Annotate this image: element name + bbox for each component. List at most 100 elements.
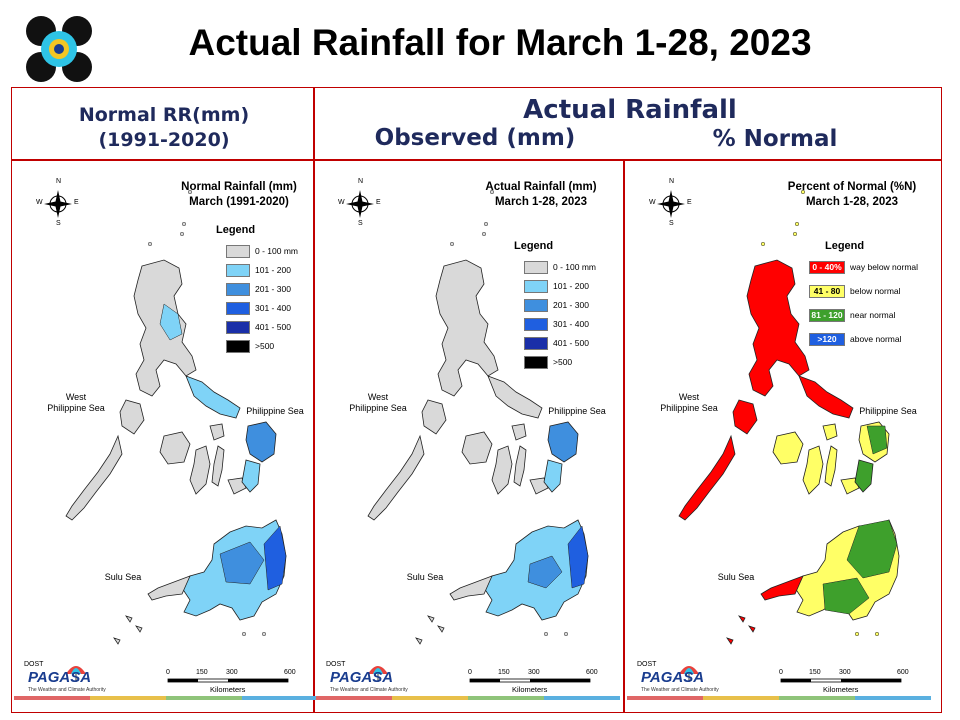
legend-item: 0 - 100 mm [524,260,596,274]
legend-label: 301 - 400 [255,303,291,313]
islet [241,631,247,637]
island-bicol [185,375,241,419]
scale-tick-label: 0 [468,669,472,676]
scale-tick-label: 300 [226,669,238,676]
legend-swatch [226,339,250,353]
map-title-line2: March (1991-2020) [189,196,289,208]
page-title: Actual Rainfall for March 1-28, 2023 [188,22,812,63]
island-cebu [513,445,527,487]
island-mindoro [421,399,447,435]
legend-swatch [226,244,250,258]
dost-label: DOST [24,661,44,668]
legend-item: 401 - 500 [226,320,291,334]
scale-tick-label: 300 [528,669,540,676]
legend-item: >120 above normal [809,332,902,346]
sea-label-sulu: Sulu Sea [406,572,444,582]
island-masbate [511,423,527,441]
column-divider-2 [623,159,625,713]
pagasa-logo [24,14,94,84]
islet [792,231,798,237]
samar-region [866,425,888,455]
scale-tick-label: 150 [809,669,821,676]
island-mindoro [732,399,758,435]
legend-swatch: 81 - 120 [809,308,845,322]
island-leyte [241,459,261,493]
islet [854,631,860,637]
island-sulu [726,615,756,645]
island-panay [159,431,191,465]
scale-tick-label: 0 [779,669,783,676]
island-bohol [529,477,549,495]
pagasa-wordmark: PAGASA [641,669,705,686]
islet [181,221,187,227]
sea-label-west-line2: Philippine Sea [660,403,718,413]
actual-header: Actual Rainfall [523,95,737,125]
sea-label-west: West Philippine Sea [36,392,116,414]
islet [794,221,800,227]
legend-label: 0 - 100 mm [553,262,596,272]
legend-item: 0 - 40% way below normal [809,260,918,274]
islet [147,241,153,247]
scale-tick-label: 0 [166,669,170,676]
east-mindanao-region [263,525,287,591]
islet [760,241,766,247]
island-panay [461,431,493,465]
legend-swatch [226,263,250,277]
umbrella-logo-icon [66,666,86,682]
legend-item: 41 - 80 below normal [809,284,901,298]
island-palawan [678,434,736,521]
legend-title: Legend [825,240,865,252]
legend-label: above normal [850,334,902,344]
scale-unit-label: Kilometers [512,685,548,694]
legend-label: >500 [255,341,275,351]
islet [261,631,267,637]
map-title-line2: March 1-28, 2023 [494,196,588,208]
legend-label: 0 - 100 mm [255,246,298,256]
legend-swatch: >120 [809,332,845,346]
legend-label: 201 - 300 [553,300,589,310]
legend-item: >500 [226,339,274,353]
central-mindanao-region [219,541,265,585]
sea-label-east: Philippine Sea [548,406,606,416]
island-cebu [211,445,225,487]
south-mindanao-region [822,577,870,615]
island-luzon [435,259,499,397]
island-negros [491,445,513,495]
island-masbate [822,423,838,441]
map-title: Actual Rainfall (mm) March 1-28, 2023 [466,180,616,210]
header-divider [11,159,942,161]
footer-stripe [316,696,392,700]
scale-bar [780,678,902,683]
dost-label: DOST [637,661,657,668]
sea-label-west-line1: West [678,392,700,402]
scale-tick-label: 150 [498,669,510,676]
normal-rainfall-map: N S E W Normal Rainfall (mm) March (1991-2020… [14,164,320,704]
legend-label: 101 - 200 [255,265,291,275]
cagayan-region [159,303,183,341]
island-panay [772,431,804,465]
legend-item: 81 - 120 near normal [809,308,895,322]
map-title: Normal Rainfall (mm) March (1991-2020) [164,180,314,210]
island-zambo [147,575,191,601]
footer-stripe [242,696,318,700]
compass-w-label: W [649,199,656,206]
column-divider-1 [313,87,315,713]
map-title-line1: Actual Rainfall (mm) [485,181,597,193]
islet [449,241,455,247]
pagasa-wordmark: PAGASA [330,669,394,686]
legend-item: 201 - 300 [226,282,291,296]
island-samar [547,421,579,463]
legend-swatch [226,282,250,296]
map-svg [657,189,902,683]
islet [179,231,185,237]
scale-tick-label: 600 [897,669,909,676]
island-zambo [449,575,493,601]
umbrella-logo-icon [368,666,388,682]
sea-label-west-line2: Philippine Sea [349,403,407,413]
map-title-line2: March 1-28, 2023 [805,196,899,208]
normal-header: Normal RR(mm) (1991-2020) [14,103,314,153]
sea-label-west-line2: Philippine Sea [47,403,105,413]
dost-label: DOST [326,661,346,668]
compass-rose-icon [44,190,72,218]
sea-label-east: Philippine Sea [859,406,917,416]
